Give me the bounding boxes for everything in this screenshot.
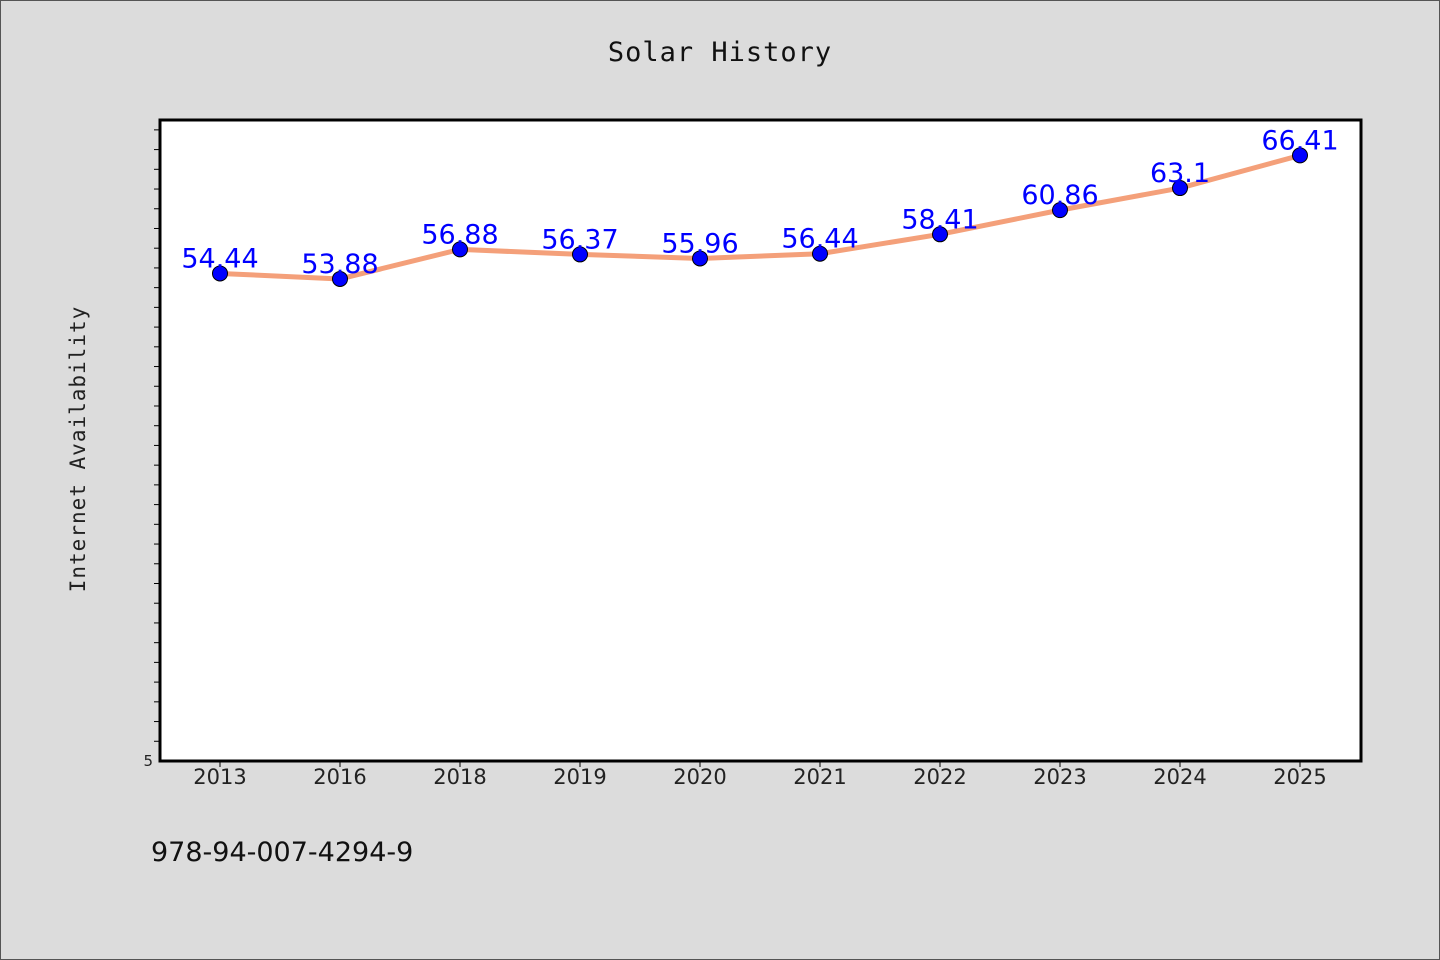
data-point [452,241,468,258]
x-tick-label: 2018 [433,765,486,789]
data-label: 58.41 [901,204,978,235]
x-tick-label: 2021 [793,765,846,789]
data-label: 55.96 [661,228,738,259]
x-tick-label: 2024 [1153,765,1206,789]
data-point [1172,180,1188,197]
data-point [1292,147,1308,164]
x-tick-label: 2020 [673,765,726,789]
data-point [332,270,348,287]
data-label: 60.86 [1021,180,1098,211]
x-tick-label: 2025 [1273,765,1326,789]
series-line [217,152,1303,282]
plot-area [158,118,1363,763]
data-label: 54.44 [181,243,258,274]
data-label: 56.37 [541,224,618,255]
footnote-isbn: 978-94-007-4294-9 [151,837,414,868]
data-point [692,250,708,267]
data-label: 63.1 [1150,158,1210,189]
data-label: 56.44 [781,224,858,255]
data-point [1052,202,1068,219]
data-label: 66.41 [1261,125,1338,156]
data-point [932,226,948,243]
x-tick-label: 2019 [553,765,606,789]
x-tick-label: 2016 [313,765,366,789]
chart-title: Solar History [607,37,833,68]
data-point [212,265,228,282]
x-tick-label: 2013 [193,765,246,789]
data-label: 53.88 [301,249,378,280]
data-point [812,245,828,262]
y-tick-label: 5 [143,752,153,770]
data-point [572,246,588,263]
x-tick-label: 2022 [913,765,966,789]
x-tick-label: 2023 [1033,765,1086,789]
data-label: 56.88 [421,219,498,250]
